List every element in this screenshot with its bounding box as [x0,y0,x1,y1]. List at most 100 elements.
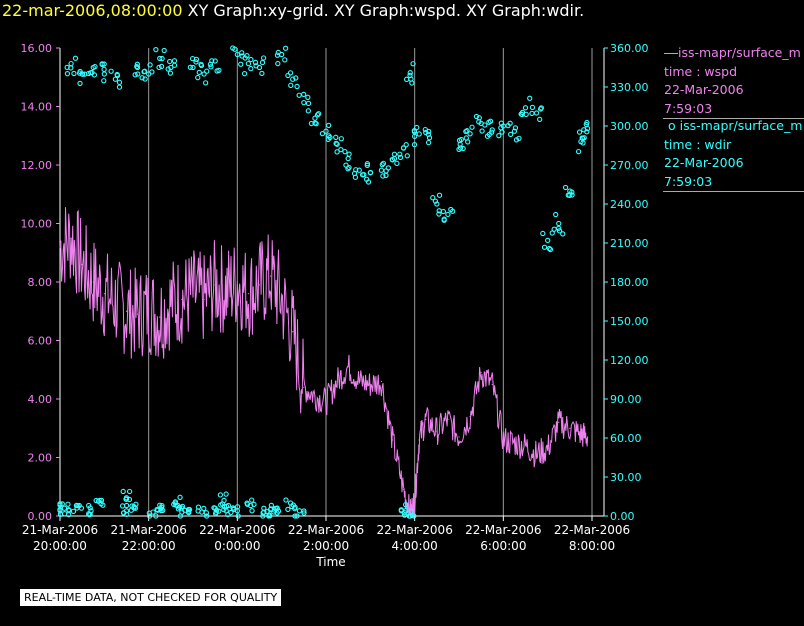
wdir-point [259,59,266,66]
legend-wspd-var: time : wspd [664,63,738,79]
wdir-point [141,69,147,75]
wdir-point [134,61,141,67]
wdir-point [576,129,583,135]
wdir-point [116,84,123,90]
wspd-point [414,500,416,502]
right-tick-label: 360.00 [610,42,649,55]
wdir-point [230,506,237,512]
legend-wdir: o iss-mapr/surface_m time : wdir 22-Mar-… [664,117,802,191]
legend-wdir-time: 7:59:03 [664,173,713,189]
left-tick-label: 2.00 [28,452,53,465]
wdir-point [275,60,281,67]
wdir-point [260,513,266,519]
wdir-point [430,195,436,201]
wdir-point [365,179,372,185]
wdir-point [296,508,303,514]
wdir-point [245,60,252,67]
wdir-point [580,135,586,142]
wspd-point [148,307,150,309]
wdir-point [293,75,299,81]
wdir-point [537,116,543,123]
wdir-point [212,510,219,517]
wdir-point [327,134,333,141]
wspd-point [70,237,72,239]
wdir-point [584,119,590,126]
wspd-point [558,421,560,423]
wdir-point [64,64,70,71]
legend-wspd-date: 22-Mar-2006 [664,82,744,97]
wdir-point [120,488,126,495]
wdir-point [147,62,153,68]
wdir-point [175,502,181,509]
wdir-point [301,99,307,106]
wspd-point [380,380,383,383]
wspd-series-line [59,207,589,518]
wdir-point [65,501,71,507]
left-tick-label: 12.00 [21,159,53,172]
legend-wspd-time: 7:59:03 [664,100,713,116]
wdir-point [172,499,179,505]
wdir-point [416,131,422,137]
wdir-point [519,109,526,116]
wdir-point [546,245,552,252]
wspd-point [580,433,582,435]
wdir-point [195,508,201,514]
wdir-point [61,505,68,511]
wdir-point [403,142,409,148]
wdir-point [187,64,194,70]
wdir-point [556,228,563,234]
wspd-point [192,293,194,295]
wdir-point [203,513,210,519]
wspd-point [325,401,327,403]
wdir-point [305,94,311,100]
wdir-point [469,124,475,130]
wdir-point [458,136,464,143]
wdir-point [275,49,281,56]
wdir-point [282,45,289,51]
wdir-point [213,507,220,513]
wdir-point [334,141,340,147]
legend-wdir-var: time : wdir [664,136,732,152]
right-tick-label: 300.00 [610,120,649,133]
legend-divider [663,191,804,192]
wdir-point [408,76,414,82]
right-tick-label: 150.00 [610,315,649,328]
title-timestamp: 22-mar-2006,08:00:00 [2,1,183,20]
right-tick-label: 180.00 [610,276,649,289]
wdir-point [234,51,240,58]
wdir-point [394,160,400,166]
wdir-point [264,508,270,515]
wdir-point [326,122,332,129]
wdir-point [489,127,495,133]
wdir-point [185,509,192,515]
wdir-point [134,63,140,70]
wspd-point [502,439,504,441]
right-tick-label: 210.00 [610,237,649,250]
x-tick-label-time: 4:00:00 [392,539,438,553]
wdir-point [260,55,267,61]
wdir-point [486,119,492,125]
wdir-point [108,68,114,74]
wdir-point [498,120,505,126]
wdir-point [99,61,105,67]
wspd-point [402,489,405,491]
wdir-point [547,246,554,253]
legend-wdir-name: iss-mapr/surface_m [679,118,803,133]
wdir-point [66,512,72,518]
wdir-point [315,111,322,117]
x-tick-label-date: 22-Mar-2006 [554,523,630,537]
wdir-point [484,133,491,139]
wdir-point [76,70,83,76]
wdir-point [217,492,224,498]
left-tick-label: 0.00 [28,510,53,523]
wdir-point [91,72,98,78]
wdir-point [288,82,294,88]
wdir-point [253,63,259,69]
wdir-point [165,66,171,72]
wdir-point [305,108,311,114]
wdir-point [146,513,153,519]
wdir-point [411,141,418,148]
wdir-point [402,502,409,508]
wdir-point [403,508,409,514]
wdir-point [101,78,107,84]
